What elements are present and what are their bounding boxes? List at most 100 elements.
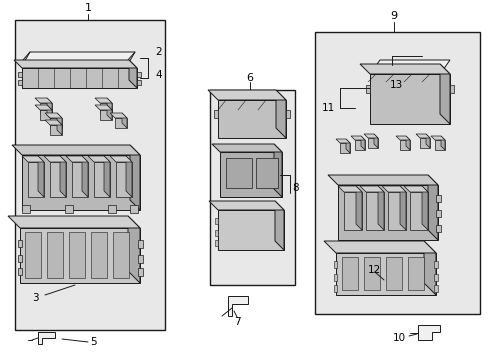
Polygon shape [100,110,112,120]
Polygon shape [50,118,62,128]
Bar [449,85,453,93]
Polygon shape [12,145,140,155]
Polygon shape [212,144,282,152]
Polygon shape [128,216,140,283]
Polygon shape [363,134,377,138]
Polygon shape [419,138,429,148]
Bar [138,268,142,276]
Bar [215,240,218,246]
Polygon shape [395,136,409,140]
Polygon shape [359,64,449,74]
Polygon shape [110,156,132,162]
Polygon shape [274,201,284,250]
Polygon shape [14,60,137,68]
Polygon shape [44,156,66,162]
Text: 11: 11 [321,103,335,113]
Polygon shape [22,156,44,162]
Polygon shape [72,162,88,197]
Bar [15,20,164,330]
Polygon shape [45,113,62,118]
Bar [333,261,336,268]
Bar [435,225,440,232]
Polygon shape [425,134,429,148]
Bar [108,205,116,213]
Polygon shape [25,232,41,278]
Bar [65,205,73,213]
Text: 10: 10 [392,333,405,343]
Polygon shape [434,140,444,150]
Text: 9: 9 [389,11,397,21]
Polygon shape [367,138,377,148]
Polygon shape [130,145,140,210]
Polygon shape [256,158,278,188]
Polygon shape [403,186,427,192]
Polygon shape [91,232,107,278]
Polygon shape [100,103,112,113]
Polygon shape [399,140,409,150]
Polygon shape [218,210,284,250]
Polygon shape [126,156,132,197]
Polygon shape [387,192,405,230]
Polygon shape [359,186,383,192]
Polygon shape [369,74,449,124]
Bar [333,285,336,292]
Polygon shape [341,257,357,290]
Polygon shape [82,156,88,197]
Polygon shape [57,120,62,135]
Polygon shape [417,325,439,340]
Text: 7: 7 [233,317,240,327]
Polygon shape [113,232,129,278]
Polygon shape [439,64,449,124]
Polygon shape [22,68,137,88]
Polygon shape [107,105,112,120]
Bar [137,80,141,85]
Bar [18,72,22,77]
Bar [433,261,437,268]
Bar [18,80,22,85]
Polygon shape [208,201,284,210]
Polygon shape [335,253,435,295]
Polygon shape [8,216,140,228]
Polygon shape [28,162,44,197]
Polygon shape [35,105,52,110]
Polygon shape [355,186,361,230]
Polygon shape [327,175,437,185]
Bar [130,205,138,213]
Polygon shape [107,98,112,113]
Polygon shape [440,136,444,150]
Polygon shape [337,186,361,192]
Polygon shape [350,136,364,140]
Bar [435,195,440,202]
Polygon shape [427,175,437,240]
Polygon shape [94,162,110,197]
Polygon shape [346,139,349,153]
Polygon shape [399,186,405,230]
Bar [314,32,479,314]
Bar [435,210,440,217]
Bar [138,240,142,248]
Polygon shape [69,232,85,278]
Text: 8: 8 [291,183,298,193]
Polygon shape [372,60,449,70]
Polygon shape [385,257,401,290]
Polygon shape [415,134,429,138]
Polygon shape [409,192,427,230]
Bar [215,230,218,236]
Polygon shape [363,257,379,290]
Polygon shape [38,156,44,197]
Text: 2: 2 [155,47,162,57]
Bar [18,255,22,262]
Polygon shape [407,257,423,290]
Polygon shape [40,110,52,120]
Polygon shape [377,186,383,230]
Polygon shape [273,144,282,197]
Polygon shape [47,98,52,113]
Polygon shape [275,90,285,138]
Polygon shape [207,90,285,100]
Polygon shape [373,134,377,148]
Polygon shape [116,162,132,197]
Bar [285,110,289,118]
Polygon shape [405,136,409,150]
Polygon shape [88,156,110,162]
Text: 4: 4 [155,70,162,80]
